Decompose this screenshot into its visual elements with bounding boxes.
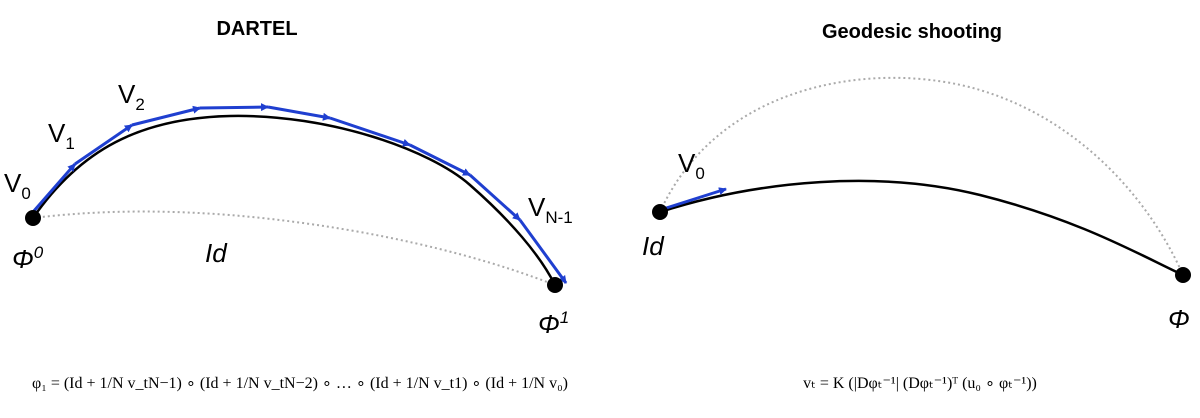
label: Φ1 <box>538 308 569 339</box>
label: Id <box>642 231 665 261</box>
panel-title: Geodesic shooting <box>822 21 1002 43</box>
label: V1 <box>48 118 75 153</box>
start-point <box>652 204 668 220</box>
initial-velocity <box>659 187 727 212</box>
deformation-path <box>31 114 557 286</box>
end-point <box>547 277 563 293</box>
geodesic-path <box>659 76 1184 276</box>
formula: φ₁ = (Id + 1/N v_tN−1) ∘ (Id + 1/N v_tN−… <box>32 375 568 392</box>
panel-title: DARTEL <box>216 18 297 40</box>
deformation-path <box>659 179 1184 277</box>
label: Φ <box>1168 304 1190 334</box>
label: V0 <box>4 168 31 203</box>
label: Id <box>205 238 228 268</box>
start-point <box>25 210 41 226</box>
label: V0 <box>678 148 705 183</box>
label: Φ0 <box>12 243 44 274</box>
label: V2 <box>118 79 145 114</box>
label: VN-1 <box>528 192 573 227</box>
identity-path <box>32 210 556 286</box>
velocity-arrows <box>31 103 568 284</box>
end-point <box>1175 267 1191 283</box>
formula: vₜ = K (|Dφₜ⁻¹| (Dφₜ⁻¹)ᵀ (u₀ ∘ φₜ⁻¹)) <box>803 375 1037 392</box>
